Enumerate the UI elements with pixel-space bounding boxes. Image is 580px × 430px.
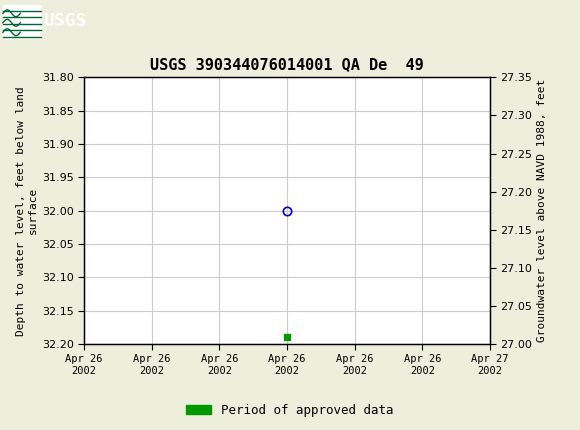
Text: USGS: USGS <box>44 12 87 31</box>
Y-axis label: Depth to water level, feet below land
surface: Depth to water level, feet below land su… <box>16 86 38 335</box>
Y-axis label: Groundwater level above NAVD 1988, feet: Groundwater level above NAVD 1988, feet <box>536 79 547 342</box>
Title: USGS 390344076014001 QA De  49: USGS 390344076014001 QA De 49 <box>150 57 424 72</box>
Legend: Period of approved data: Period of approved data <box>181 399 399 421</box>
Bar <box>3 5 41 38</box>
